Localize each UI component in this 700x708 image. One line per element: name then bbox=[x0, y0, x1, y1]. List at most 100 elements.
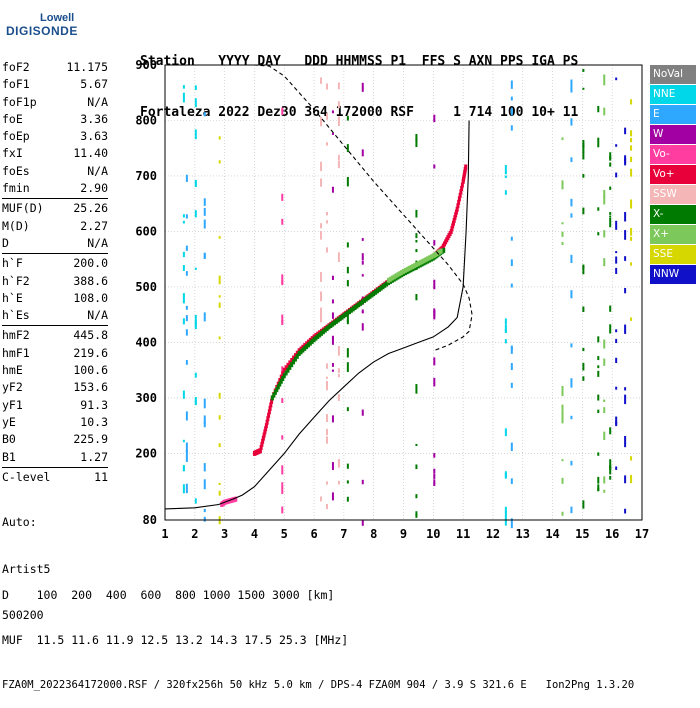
trace-mark-vo- bbox=[261, 435, 265, 441]
noise-echo bbox=[615, 466, 618, 470]
footer-info: D 100 200 400 600 800 1000 1500 3000 [km… bbox=[2, 558, 634, 708]
param-value: 153.6 bbox=[73, 380, 108, 395]
noise-echo bbox=[415, 137, 418, 148]
noise-echo bbox=[281, 218, 284, 225]
noise-echo bbox=[203, 398, 206, 409]
noise-echo bbox=[203, 198, 206, 206]
noise-echo bbox=[510, 478, 513, 484]
noise-echo bbox=[194, 396, 197, 406]
noise-echo bbox=[346, 144, 349, 153]
noise-echo bbox=[510, 442, 513, 451]
noise-echo bbox=[320, 77, 323, 84]
noise-echo bbox=[361, 296, 364, 300]
param-name: hmE bbox=[2, 363, 23, 378]
noise-echo bbox=[337, 373, 340, 378]
noise-echo bbox=[582, 174, 585, 178]
noise-echo bbox=[570, 506, 573, 514]
param-name: foE bbox=[2, 111, 23, 126]
trace-mark-x- bbox=[292, 359, 296, 365]
noise-echo bbox=[185, 305, 188, 310]
legend-item-vo-: Vo- bbox=[650, 145, 696, 164]
noise-echo bbox=[630, 236, 633, 241]
trace-mark-x- bbox=[392, 274, 396, 280]
param-name: fmin bbox=[2, 181, 30, 196]
noise-echo bbox=[182, 85, 185, 89]
noise-echo bbox=[320, 161, 323, 172]
trace-mark-x- bbox=[308, 340, 312, 346]
noise-echo bbox=[510, 259, 513, 267]
y-tick-label: 900 bbox=[135, 58, 157, 72]
noise-echo bbox=[185, 458, 188, 462]
noise-echo bbox=[182, 265, 185, 271]
noise-echo bbox=[504, 473, 507, 479]
trace-mark-vo- bbox=[293, 353, 297, 359]
noise-echo bbox=[325, 481, 328, 485]
trace-mark-x- bbox=[387, 277, 391, 283]
trace-mark-x- bbox=[375, 288, 379, 294]
noise-echo bbox=[624, 127, 627, 135]
x-tick-label: 2 bbox=[191, 527, 198, 541]
noise-echo bbox=[597, 452, 600, 456]
noise-echo bbox=[331, 492, 334, 501]
noise-echo bbox=[570, 213, 573, 218]
trace-mark-x- bbox=[351, 306, 355, 312]
noise-echo bbox=[609, 476, 612, 480]
trace-mark-x- bbox=[361, 299, 365, 305]
noise-echo bbox=[194, 372, 197, 378]
trace-mark-x- bbox=[276, 384, 280, 390]
trace-mark-x- bbox=[390, 275, 394, 281]
noise-echo bbox=[185, 317, 188, 322]
noise-echo bbox=[361, 479, 364, 485]
trace-mark-vo- bbox=[264, 423, 268, 429]
noise-echo bbox=[615, 256, 618, 264]
noise-echo bbox=[624, 288, 627, 294]
noise-echo bbox=[325, 220, 328, 224]
trace-mark-x- bbox=[284, 370, 288, 376]
noise-echo bbox=[218, 295, 221, 298]
noise-echo bbox=[615, 77, 618, 81]
noise-echo bbox=[630, 130, 633, 137]
noise-echo bbox=[346, 407, 349, 412]
noise-echo bbox=[433, 473, 436, 479]
noise-echo bbox=[433, 279, 436, 290]
trace-mark-x- bbox=[338, 316, 342, 322]
noise-echo bbox=[281, 274, 284, 284]
noise-echo bbox=[182, 251, 185, 258]
noise-echo bbox=[433, 453, 436, 458]
scaled-parameters-panel: foF2 11.175 foF1 5.67 foF1p N/A foE 3.36 foEp 3.6… bbox=[2, 59, 108, 486]
noise-echo bbox=[624, 256, 627, 261]
legend-item-ssw: SSW bbox=[650, 185, 696, 204]
noise-echo bbox=[415, 443, 418, 446]
noise-echo bbox=[346, 176, 349, 187]
noise-echo bbox=[194, 179, 197, 188]
y-tick-label: 500 bbox=[135, 280, 157, 294]
trace-mark-x- bbox=[405, 266, 409, 272]
noise-echo bbox=[185, 245, 188, 251]
param-name: h`F2 bbox=[2, 273, 30, 288]
electron-density-profile-line bbox=[164, 120, 470, 510]
noise-echo bbox=[609, 324, 612, 334]
noise-echo bbox=[561, 404, 564, 411]
y-tick-label: 600 bbox=[135, 224, 157, 238]
param-value: 2.27 bbox=[80, 218, 108, 233]
trace-mark-x- bbox=[325, 325, 329, 331]
noise-echo bbox=[609, 186, 612, 190]
tick-labels: 1 2 3 4 5 6 7 8 9 10 11 12 13 14 15 16 17802003004005006… bbox=[135, 58, 649, 541]
noise-echo bbox=[325, 503, 328, 510]
noise-echo bbox=[624, 475, 627, 484]
param-name: D bbox=[2, 235, 9, 250]
trace-mark-x- bbox=[340, 314, 344, 320]
trace-mark-vo- bbox=[451, 223, 455, 229]
polarization-legend: NoVal NNE E W Vo- Vo+ SSW X- X+ SSE NNW bbox=[650, 65, 696, 285]
trace-mark-x- bbox=[281, 376, 285, 382]
noise-echo bbox=[609, 217, 612, 228]
trace-mark-x- bbox=[290, 362, 294, 368]
noise-echo bbox=[510, 96, 513, 101]
trace-mark-x- bbox=[320, 330, 324, 336]
noise-echo bbox=[615, 357, 618, 364]
noise-echo bbox=[182, 390, 185, 399]
noise-echo bbox=[603, 399, 606, 403]
noise-echo bbox=[603, 431, 606, 440]
noise-echo bbox=[218, 302, 221, 308]
param-name: B0 bbox=[2, 432, 16, 447]
